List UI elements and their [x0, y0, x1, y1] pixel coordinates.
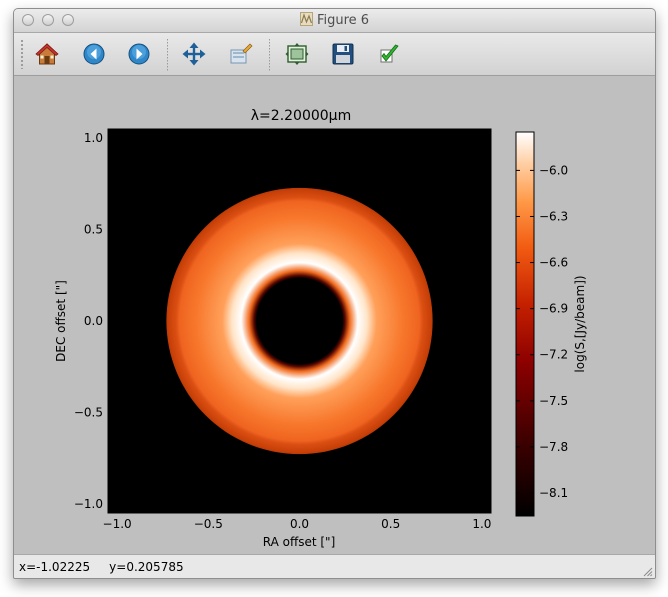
- colorbar-tick-label: −6.9: [539, 302, 568, 316]
- arrow-left-icon: [83, 43, 105, 65]
- colorbar-tick-label: −7.5: [539, 394, 568, 408]
- zoom-rect-icon: [230, 43, 253, 64]
- cursor-coordinates: x=-1.02225 y=0.205785: [19, 560, 184, 574]
- x-tick-label: 0.5: [381, 517, 400, 531]
- x-tick-label: 0.0: [290, 517, 309, 531]
- subplots-button[interactable]: [284, 41, 310, 67]
- forward-button[interactable]: [126, 41, 152, 67]
- figure-canvas[interactable]: λ=2.20000μm −1.0 −0.5 0.0 0.5 1.0 −1.0 −0.5 0.…: [14, 76, 655, 553]
- colorbar-tick-label: −6.3: [539, 209, 568, 223]
- move-arrows-icon: [182, 42, 206, 66]
- home-icon: [35, 43, 59, 65]
- colorbar-tick-label: −8.1: [539, 486, 568, 500]
- colorbar-ticks: −6.0 −6.3 −6.6 −6.9 −7.2 −7.5 −7.8 −8.1: [516, 163, 568, 500]
- edit-button[interactable]: [376, 41, 402, 67]
- window-title: Figure 6: [316, 13, 370, 28]
- y-tick-label: 1.0: [84, 131, 103, 145]
- colorbar-tick-label: −6.0: [539, 163, 568, 177]
- matplotlib-app-icon: [299, 12, 313, 26]
- resize-grip-icon[interactable]: [641, 565, 653, 577]
- figure-window: Figure 6: [13, 8, 656, 579]
- home-button[interactable]: [34, 41, 60, 67]
- y-tick-label: −1.0: [74, 497, 103, 511]
- toolbar-separator: [269, 39, 270, 71]
- toolbar-grip[interactable]: [20, 39, 24, 69]
- colorbar: −6.0 −6.3 −6.6 −6.9 −7.2 −7.5 −7.8 −8.1: [515, 131, 568, 517]
- emission-ring: [166, 187, 433, 455]
- plot-title: λ=2.20000μm: [251, 108, 351, 124]
- back-button[interactable]: [81, 41, 107, 67]
- y-tick-label: 0.5: [84, 223, 103, 237]
- zoom-button[interactable]: [228, 41, 254, 67]
- checkmark-icon: [380, 44, 399, 63]
- x-axis-label: RA offset ["]: [263, 535, 336, 549]
- y-axis: −1.0 −0.5 0.0 0.5 1.0: [74, 131, 491, 511]
- floppy-disk-icon: [332, 43, 354, 65]
- image-axes[interactable]: −1.0 −0.5 0.0 0.5 1.0 −1.0 −0.5 0.0 0.5 1.0: [74, 128, 492, 531]
- colorbar-tick-label: −6.6: [539, 256, 568, 270]
- y-tick-label: −0.5: [74, 405, 103, 419]
- zoom-window-button[interactable]: [62, 14, 74, 26]
- colorbar-label: log(S,[Jy/beam]): [573, 275, 587, 372]
- toolbar-separator: [167, 39, 168, 71]
- x-axis: −1.0 −0.5 0.0 0.5 1.0: [103, 129, 491, 531]
- x-tick-label: 1.0: [472, 517, 491, 531]
- x-tick-label: −1.0: [103, 517, 132, 531]
- y-axis-label: DEC offset ["]: [54, 280, 68, 362]
- y-tick-label: 0.0: [84, 314, 103, 328]
- status-bar: x=-1.02225 y=0.205785: [14, 554, 655, 578]
- save-button[interactable]: [330, 41, 356, 67]
- pan-button[interactable]: [181, 41, 207, 67]
- subplots-icon: [285, 43, 309, 65]
- title-bar: Figure 6: [14, 9, 655, 33]
- close-window-button[interactable]: [22, 14, 34, 26]
- colorbar-tick-label: −7.2: [539, 348, 568, 362]
- x-tick-label: −0.5: [194, 517, 223, 531]
- minimize-window-button[interactable]: [42, 14, 54, 26]
- navigation-toolbar: [14, 33, 655, 76]
- colorbar-gradient: [515, 131, 535, 517]
- arrow-right-icon: [128, 43, 150, 65]
- plot-figure: λ=2.20000μm −1.0 −0.5 0.0 0.5 1.0 −1.0 −0.5 0.…: [54, 108, 587, 549]
- colorbar-tick-label: −7.8: [539, 440, 568, 454]
